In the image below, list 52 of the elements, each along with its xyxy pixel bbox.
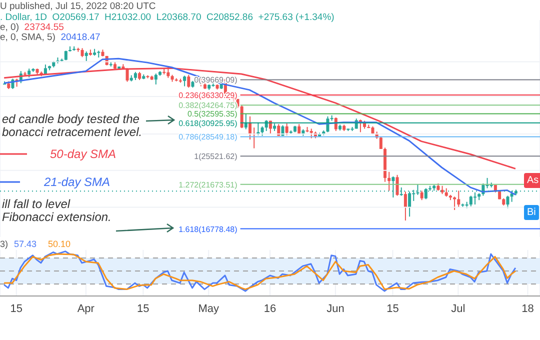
x-tick-label: 15	[137, 302, 150, 315]
annotation: ill fall to level	[2, 197, 70, 212]
annotation: Fibonacci extension.	[2, 210, 112, 224]
chart-subtitle: . Dollar, 1D O20569.17 H21032.00 L20368.70 C20852.86 +275.63 (+1.34%)	[0, 12, 334, 23]
candlestick	[474, 192, 476, 206]
candlestick	[154, 73, 158, 85]
candlestick	[404, 191, 407, 221]
candlestick	[396, 174, 399, 196]
x-tick-label: 15	[10, 302, 22, 315]
x-tick-label: May	[198, 302, 220, 315]
candlestick	[126, 68, 129, 82]
ref-line-label: 0.382(34264.75)	[178, 101, 238, 110]
candlestick	[388, 171, 391, 192]
candlestick	[310, 128, 313, 139]
ref-line-label: 0.5(32595.35)	[187, 110, 238, 119]
x-tick-label: 16	[264, 302, 276, 315]
candlestick	[506, 195, 510, 209]
text: 57.43	[14, 239, 37, 250]
candlestick	[457, 190, 460, 208]
annotation: bonacci retracement level.	[2, 125, 142, 140]
candlestick	[285, 123, 288, 136]
candlestick	[84, 50, 88, 62]
x-tick-label: 18	[522, 302, 534, 315]
annotation: e, 0) 23734.55	[0, 22, 64, 33]
ref-line-label: 1(25521.62)	[194, 152, 238, 162]
candlestick	[260, 126, 264, 136]
candlestick	[379, 136, 382, 150]
legend-label: 21-day SMA	[44, 175, 110, 189]
ref-line-label: 1.272(21673.51)	[178, 180, 238, 190]
x-tick-label: 15	[386, 302, 399, 315]
x-tick-label: Jun	[326, 302, 344, 315]
legend-label: 50-day SMA	[50, 147, 116, 161]
candlestick	[358, 119, 362, 133]
candlestick	[183, 75, 186, 87]
ref-line-label: 0.236(36330.29)	[178, 90, 238, 100]
x-tick-label: Jul	[451, 302, 466, 315]
text: 3)	[0, 239, 8, 250]
candlestick	[187, 74, 190, 88]
annotation: ed candle body tested the	[2, 112, 140, 126]
ref-line-label: 0.618(30925.95)	[178, 118, 238, 128]
candlestick	[248, 116, 252, 140]
candlestick	[469, 195, 472, 207]
chart-title: U published, Jul 15, 2022 08:20 UTC	[0, 1, 156, 12]
annotation: As	[524, 173, 540, 188]
annotation: Bi	[524, 205, 539, 220]
ref-line-label: 1.618(16778.48)	[178, 224, 238, 234]
candlestick	[240, 104, 244, 129]
text: 50.10	[48, 239, 71, 250]
candlestick	[420, 190, 424, 201]
x-tick-label: Apr	[77, 302, 95, 315]
ref-line-label: 0.786(28549.18)	[178, 132, 238, 142]
annotation: e, 0, SMA, 5) 20418.47	[0, 32, 100, 44]
